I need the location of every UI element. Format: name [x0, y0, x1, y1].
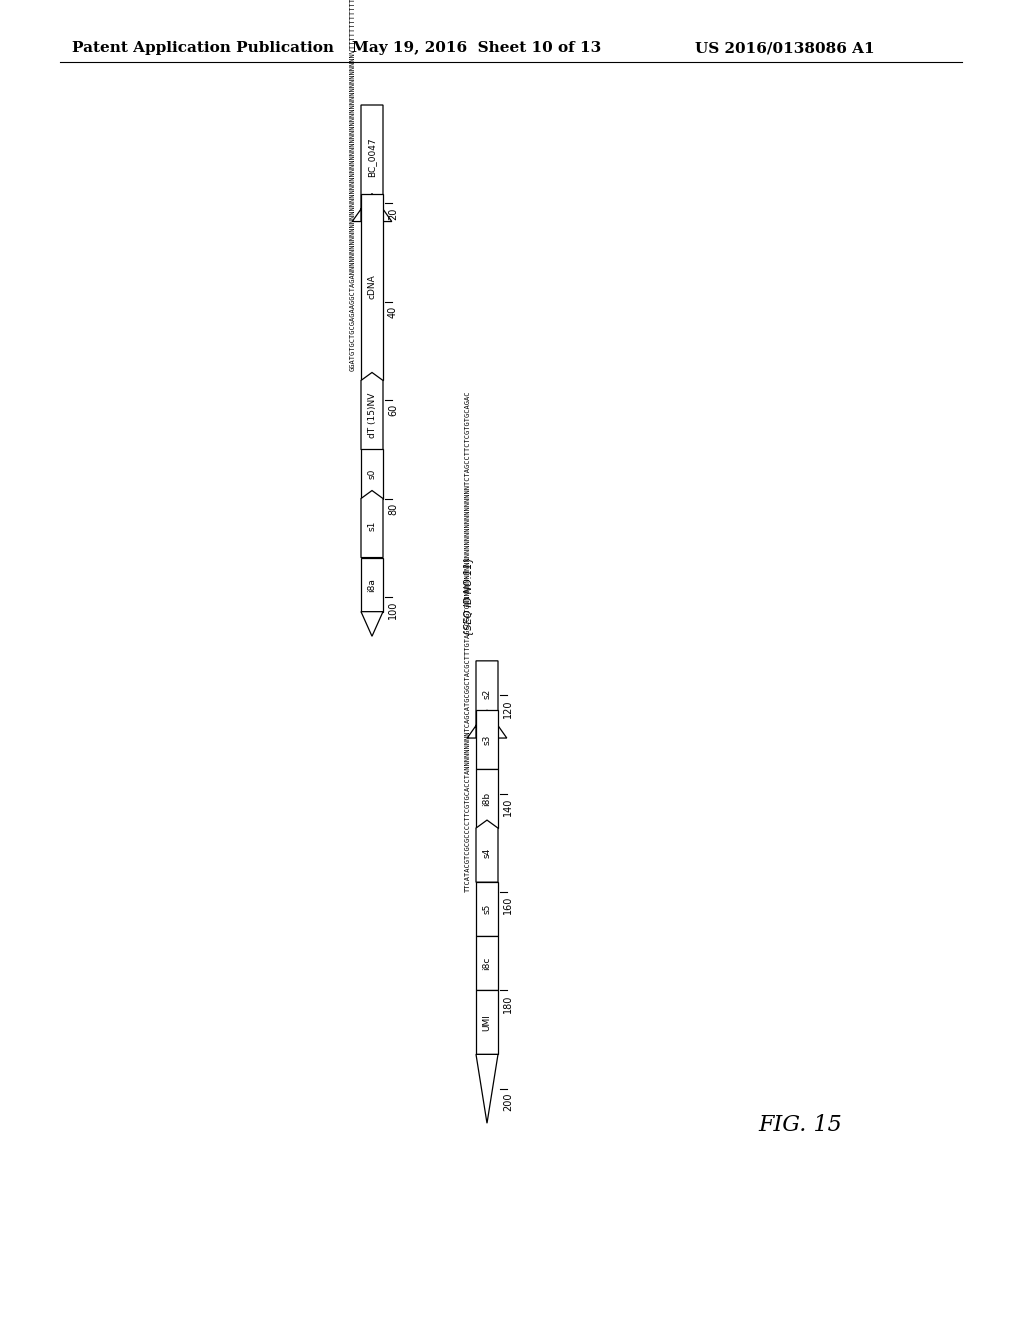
Polygon shape: [361, 491, 383, 557]
Polygon shape: [476, 1055, 498, 1123]
Text: May 19, 2016  Sheet 10 of 13: May 19, 2016 Sheet 10 of 13: [352, 41, 601, 55]
Text: 60: 60: [388, 404, 398, 416]
Text: 20: 20: [388, 207, 398, 219]
Text: 140: 140: [503, 797, 513, 816]
Text: GGATGTGCTGCGAGAAGGCTAGANNNNNNNNNNNNNNNNNNNNNNNNNNNNNNNNNNNNNNNNNNNNNNNNNNNNVTTTT: GGATGTGCTGCGAGAAGGCTAGANNNNNNNNNNNNNNNNN…: [350, 0, 356, 371]
Polygon shape: [476, 820, 498, 882]
Bar: [361, 449, 383, 499]
Text: 200: 200: [503, 1093, 513, 1111]
Bar: [361, 557, 383, 611]
Text: s2: s2: [482, 689, 492, 700]
Text: FIG. 15: FIG. 15: [758, 1114, 842, 1137]
Bar: [476, 882, 498, 936]
Text: s4: s4: [482, 847, 492, 858]
Text: s3: s3: [482, 734, 492, 744]
Text: 80: 80: [388, 503, 398, 515]
Bar: [476, 936, 498, 990]
Text: cDNA: cDNA: [368, 275, 377, 300]
Text: 180: 180: [503, 994, 513, 1012]
Text: {SEQ ID NO:11}: {SEQ ID NO:11}: [463, 557, 473, 636]
Text: 40: 40: [388, 306, 398, 318]
Text: s5: s5: [482, 904, 492, 915]
Text: i8b: i8b: [482, 792, 492, 805]
Text: BC_0047: BC_0047: [368, 137, 377, 177]
Text: s0: s0: [368, 469, 377, 479]
Polygon shape: [361, 611, 383, 636]
Text: i8a: i8a: [368, 578, 377, 591]
Bar: [476, 990, 498, 1055]
Text: UMI: UMI: [482, 1014, 492, 1031]
Bar: [476, 710, 498, 770]
Text: 100: 100: [388, 601, 398, 619]
Text: 120: 120: [503, 700, 513, 718]
Polygon shape: [352, 106, 392, 222]
Text: dT (15)NV: dT (15)NV: [368, 392, 377, 438]
Text: US 2016/0138086 A1: US 2016/0138086 A1: [695, 41, 874, 55]
Polygon shape: [467, 661, 507, 738]
Text: i8c: i8c: [482, 957, 492, 970]
Bar: [361, 194, 383, 380]
Text: Patent Application Publication: Patent Application Publication: [72, 41, 334, 55]
Polygon shape: [361, 372, 383, 457]
Bar: [476, 770, 498, 828]
Text: 160: 160: [503, 896, 513, 915]
Text: s1: s1: [368, 520, 377, 531]
Text: TTCATACGTCGCGCCCCTTCGTGCACCTANNNNNNNNNTCAGCATGCGGCTACGCTTTGTAGCCGGTGNNNNNNNNNNNN: TTCATACGTCGCGCCCCTTCGTGCACCTANNNNNNNNNTC…: [465, 391, 471, 892]
